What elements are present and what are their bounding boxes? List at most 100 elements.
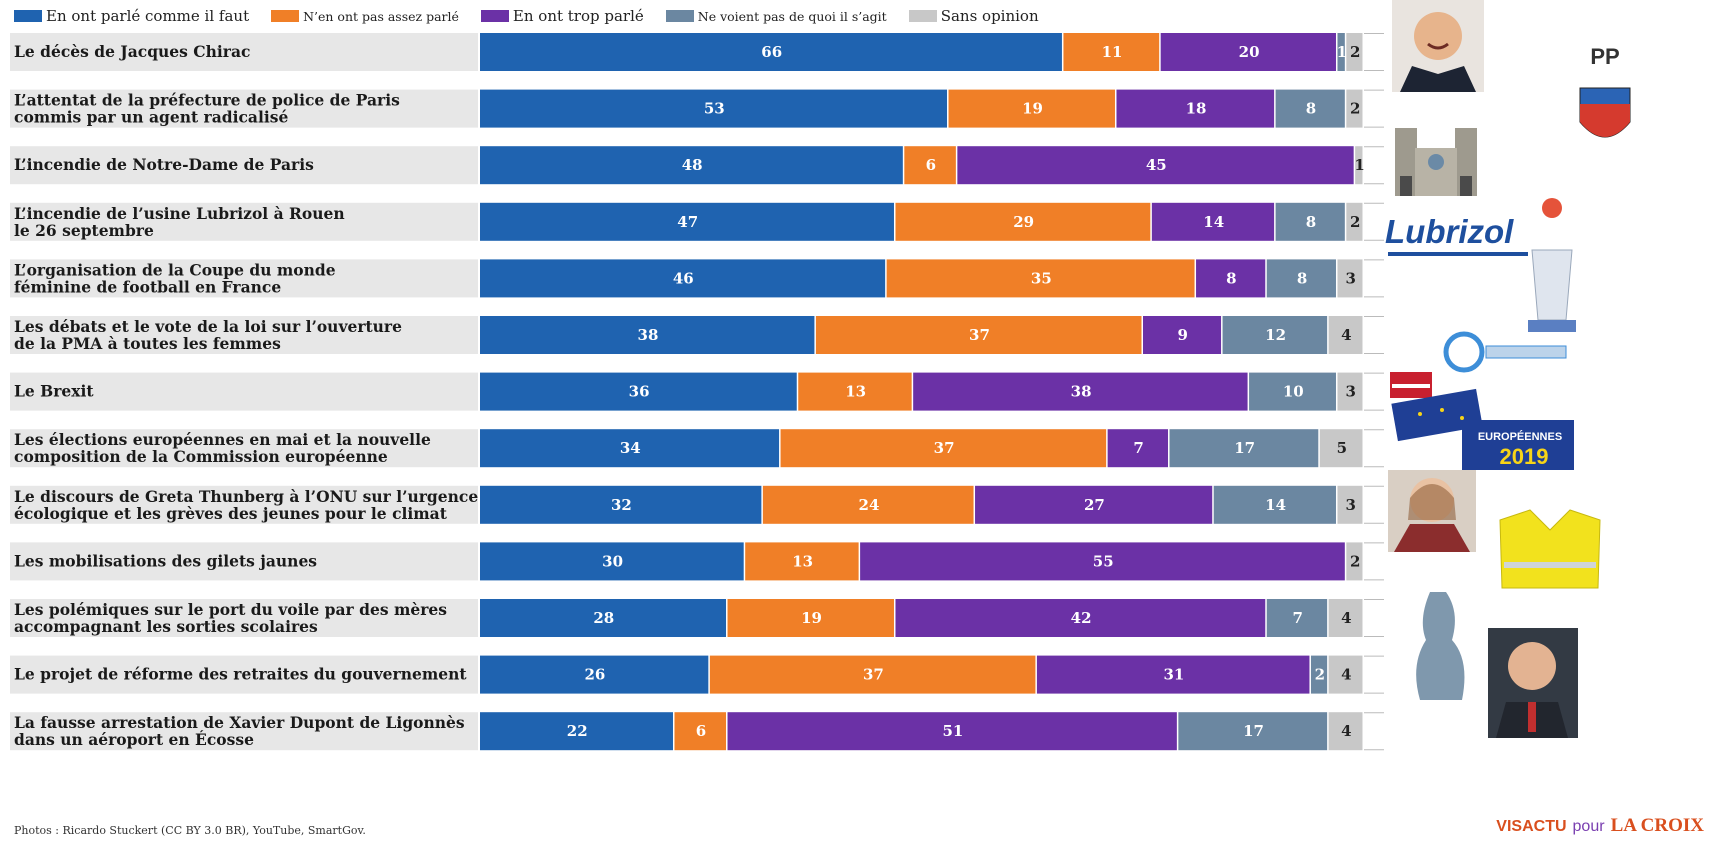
- row-label-line: le 26 septembre: [14, 221, 154, 240]
- bar-segment: [895, 202, 1151, 241]
- bar-segment: [1337, 372, 1363, 411]
- bar-row: Le projet de réforme des retraites du go…: [10, 655, 1384, 694]
- row-label-line: La fausse arrestation de Xavier Dupont d…: [14, 713, 465, 732]
- bar-value-label: 51: [943, 722, 964, 740]
- bar-segment: [780, 429, 1107, 468]
- bar-value-label: 46: [673, 269, 694, 287]
- bar-value-label: 3: [1346, 269, 1356, 287]
- row-label: Le Brexit: [14, 382, 94, 401]
- bar-value-label: 20: [1239, 43, 1260, 61]
- bar-segment: [886, 259, 1195, 298]
- bar-segment: [913, 372, 1248, 411]
- bar-segment: [1328, 712, 1363, 751]
- row-label-line: L’incendie de l’usine Lubrizol à Rouen: [14, 204, 345, 223]
- chirac-photo-icon: [1392, 0, 1484, 92]
- legend-swatch: [908, 10, 937, 22]
- bar-value-label: 34: [620, 439, 641, 457]
- bar-segment: [1346, 202, 1363, 241]
- row-label-line: Les élections européennes en mai et la n…: [14, 430, 431, 449]
- bar-segment: [480, 89, 948, 128]
- bar-value-label: 19: [801, 609, 822, 627]
- greta-photo-icon: [1388, 470, 1476, 552]
- bar-value-label: 37: [934, 439, 955, 457]
- lubrizol-logo-text: Lubrizol: [1385, 213, 1514, 250]
- bar-value-label: 37: [863, 666, 884, 684]
- bar-value-label: 14: [1265, 496, 1286, 514]
- bar-value-label: 6: [696, 722, 706, 740]
- row-label-band: [10, 485, 478, 524]
- legend-swatch: [480, 10, 509, 22]
- brand-signature: VISACTU pour LA CROIX: [1496, 815, 1704, 837]
- bar-segment: [727, 599, 894, 637]
- row-label-line: L’attentat de la préfecture de police de…: [14, 91, 400, 110]
- bar-segment: [480, 259, 886, 298]
- bar-value-label: 1: [1337, 43, 1347, 61]
- row-label: Le projet de réforme des retraites du go…: [14, 665, 467, 684]
- bar-segment: [480, 655, 709, 694]
- bar-value-label: 32: [611, 496, 632, 514]
- row-label-band: [10, 599, 478, 637]
- bar-value-label: 4: [1341, 326, 1351, 344]
- world-cup-trophy-icon: [1528, 198, 1576, 332]
- bar-segment: [480, 202, 894, 241]
- bar-value-label: 4: [1341, 666, 1351, 684]
- bar-value-label: 53: [704, 100, 725, 118]
- bar-segment: [798, 372, 912, 411]
- bar-value-label: 2: [1350, 100, 1360, 118]
- bar-value-label: 17: [1243, 722, 1264, 740]
- bar-segment: [480, 372, 797, 411]
- row-label-line: Les polémiques sur le port du voile par …: [14, 600, 447, 619]
- bar-value-label: 30: [602, 552, 623, 570]
- bar-value-label: 18: [1186, 100, 1207, 118]
- bar-segment: [1266, 259, 1336, 298]
- bar-segment: [1213, 485, 1336, 524]
- bar-segment: [1346, 542, 1363, 581]
- legend-label: N’en ont pas assez parlé: [303, 8, 459, 24]
- row-label-line: écologique et les grèves des jeunes pour…: [14, 504, 448, 523]
- row-label-line: accompagnant les sorties scolaires: [14, 617, 318, 636]
- bar-segment: [480, 429, 780, 468]
- bar-row: Les élections européennes en mai et la n…: [10, 429, 1384, 468]
- legend-swatch: [271, 10, 300, 22]
- bar-segment: [674, 712, 727, 751]
- bar-segment: [1063, 33, 1160, 71]
- bar-segment: [480, 146, 903, 185]
- bar-value-label: 37: [969, 326, 990, 344]
- bar-value-label: 24: [859, 496, 880, 514]
- bar-value-label: 17: [1234, 439, 1255, 457]
- bar-value-label: 8: [1297, 269, 1307, 287]
- bar-value-label: 5: [1337, 439, 1347, 457]
- lacroix-logo: LA CROIX: [1610, 815, 1704, 836]
- illustrations: PP Lubrizol: [1385, 0, 1631, 738]
- bar-value-label: 48: [682, 156, 703, 174]
- bar-value-label: 36: [629, 383, 650, 401]
- bar-segment: [1196, 259, 1266, 298]
- row-label-band: [10, 89, 478, 128]
- bar-value-label: 3: [1346, 496, 1356, 514]
- bar-segment: [860, 542, 1345, 581]
- bar-value-label: 7: [1133, 439, 1143, 457]
- bar-segment: [1151, 202, 1275, 241]
- bar-segment: [1328, 316, 1363, 354]
- bar-segment: [727, 712, 1177, 751]
- bar-value-label: 9: [1178, 326, 1188, 344]
- bar-segment: [1337, 485, 1363, 524]
- bar-value-label: 13: [792, 552, 813, 570]
- bar-row: L’incendie de l’usine Lubrizol à Rouen le…: [10, 202, 1384, 241]
- bar-segment: [948, 89, 1115, 128]
- veiled-woman-silhouette-icon: [1416, 592, 1465, 700]
- legend-label: Sans opinion: [940, 7, 1039, 25]
- row-label-line: Les débats et le vote de la loi sur l’ou…: [14, 317, 402, 336]
- europeennes-2019-badge-icon: EUROPÉENNES 2019: [1462, 420, 1574, 470]
- bar-value-label: 4: [1341, 609, 1351, 627]
- bar-value-label: 1: [1354, 156, 1364, 174]
- legend-item: N’en ont pas assez parlé: [271, 9, 459, 24]
- bar-value-label: 2: [1350, 213, 1360, 231]
- legend-item: En ont trop parlé: [480, 7, 644, 25]
- bar-segment: [1337, 33, 1345, 71]
- bar-value-label: 2: [1350, 552, 1360, 570]
- bar-segment: [480, 599, 727, 637]
- row-label: L’incendie de Notre-Dame de Paris: [14, 155, 314, 174]
- row-label-line: dans un aéroport en Écosse: [14, 730, 254, 749]
- row-label-line: féminine de football en France: [14, 277, 281, 296]
